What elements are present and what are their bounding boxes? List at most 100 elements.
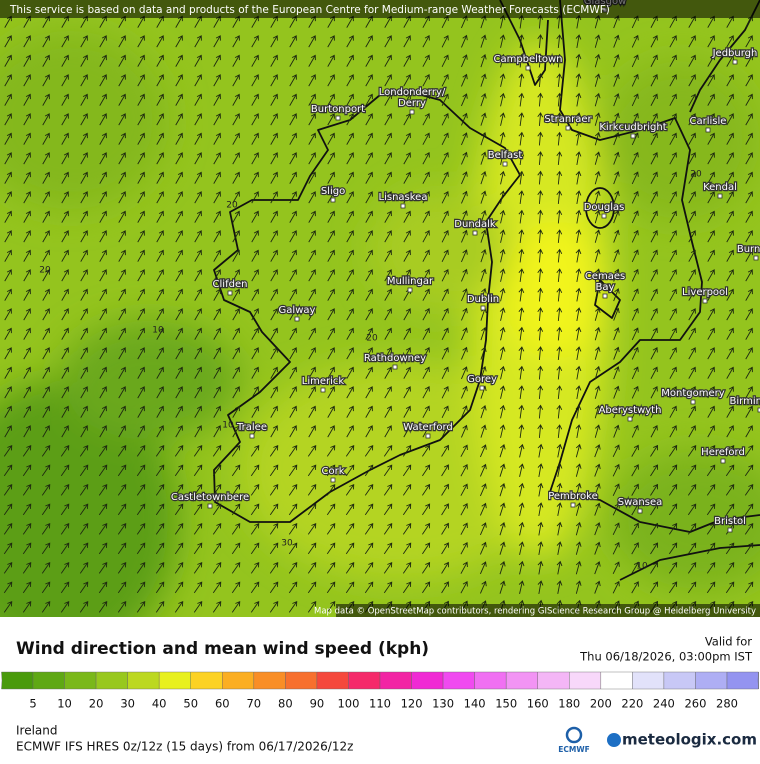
colorbar-tick-label: 260 xyxy=(684,697,706,711)
place-label: Dundalk xyxy=(454,219,496,230)
model-info: ECMWF IFS HRES 0z/12z (15 days) from 06/… xyxy=(16,740,353,754)
place-label: Jedburgh xyxy=(712,48,758,59)
colorbar-tick-label: 130 xyxy=(432,697,454,711)
place-marker xyxy=(691,400,695,404)
colorbar-segment xyxy=(380,672,412,689)
place-label: Stranraer xyxy=(544,114,592,125)
place-label: Gorey xyxy=(467,374,497,385)
place-label: Tralee xyxy=(236,422,267,433)
place-marker xyxy=(228,291,232,295)
colorbar-segment xyxy=(285,672,317,689)
place-label: Montgomery xyxy=(661,388,724,399)
place-marker xyxy=(426,434,430,438)
colorbar-segment xyxy=(128,672,160,689)
colorbar-tick-label: 90 xyxy=(310,697,325,711)
place-marker xyxy=(473,231,477,235)
place-marker xyxy=(480,386,484,390)
contour-label: 30 xyxy=(281,539,293,549)
place-label: Burnley xyxy=(737,244,760,255)
place-label: Kendal xyxy=(703,182,737,193)
place-label: Swansea xyxy=(618,497,662,508)
colorbar-tick-label: 30 xyxy=(120,697,135,711)
place-label: Dublin xyxy=(467,294,499,305)
colorbar-segment xyxy=(632,672,664,689)
place-marker xyxy=(566,126,570,130)
place-marker xyxy=(754,256,758,260)
colorbar-segment xyxy=(33,672,65,689)
contour-label: 20 xyxy=(39,266,51,276)
place-label: Campbeltown xyxy=(493,54,562,65)
place-marker xyxy=(481,306,485,310)
place-label: Sligo xyxy=(321,186,345,197)
colorbar-segment xyxy=(664,672,696,689)
place-label: Cemaes xyxy=(585,271,625,282)
place-label: Kirkcudbright xyxy=(599,122,666,133)
place-label: Belfast xyxy=(488,150,523,161)
place-label: Aberystwyth xyxy=(599,405,662,416)
colorbar-tick-label: 50 xyxy=(183,697,198,711)
colorbar-tick-label: 110 xyxy=(369,697,391,711)
colorbar-tick-label: 40 xyxy=(152,697,167,711)
colorbar-tick-label: 70 xyxy=(246,697,261,711)
place-label: Mullingar xyxy=(387,276,434,287)
place-label: Derry xyxy=(398,98,426,109)
colorbar-segment xyxy=(506,672,538,689)
place-label: Galway xyxy=(279,305,316,316)
colorbar-tick-label: 80 xyxy=(278,697,293,711)
colorbar-tick-label: 220 xyxy=(621,697,643,711)
place-marker xyxy=(628,417,632,421)
ecmwf-logo-mark xyxy=(567,728,581,742)
place-marker xyxy=(718,194,722,198)
colorbar-tick-label: 60 xyxy=(215,697,230,711)
contour-label: 10 xyxy=(152,326,164,336)
ecmwf-logo: ECMWF xyxy=(558,728,590,754)
colorbar-segment xyxy=(443,672,475,689)
colorbar-segment xyxy=(348,672,380,689)
contour-label: 20 xyxy=(366,334,378,344)
place-label: Bristol xyxy=(714,516,746,527)
contour-label: 20 xyxy=(226,201,238,211)
colorbar-segment xyxy=(1,672,33,689)
place-label: Liverpool xyxy=(682,287,728,298)
place-label: Carlisle xyxy=(690,116,727,127)
contour-label: 20 xyxy=(690,170,702,180)
place-marker xyxy=(208,504,212,508)
colorbar-tick-label: 10 xyxy=(57,697,72,711)
colorbar-tick-label: 150 xyxy=(495,697,517,711)
place-marker xyxy=(571,503,575,507)
place-label: Lisnaskea xyxy=(379,192,428,203)
place-marker xyxy=(603,294,607,298)
colorbar-tick-label: 120 xyxy=(401,697,423,711)
colorbar-tick-label: 20 xyxy=(89,697,104,711)
place-label: Limerick xyxy=(302,376,345,387)
place-marker xyxy=(331,198,335,202)
place-marker xyxy=(331,478,335,482)
colorbar-tick-label: 240 xyxy=(653,697,675,711)
colorbar-segment xyxy=(254,672,286,689)
ecmwf-logo-text: ECMWF xyxy=(558,745,590,754)
colorbar-tick-label: 160 xyxy=(527,697,549,711)
colorbar-segment xyxy=(601,672,633,689)
colorbar-tick-label: 140 xyxy=(464,697,486,711)
colorbar-tick-label: 100 xyxy=(337,697,359,711)
place-marker xyxy=(410,110,414,114)
contour-label: 10 xyxy=(222,421,234,431)
valid-label: Valid for xyxy=(705,635,752,649)
place-marker xyxy=(526,66,530,70)
contour-label: 10 xyxy=(636,562,648,572)
colorbar-segment xyxy=(475,672,507,689)
colorbar-segment xyxy=(222,672,254,689)
place-marker xyxy=(602,214,606,218)
place-marker xyxy=(733,60,737,64)
place-marker xyxy=(721,459,725,463)
colorbar-segment xyxy=(317,672,349,689)
banner: This service is based on data and produc… xyxy=(9,4,610,16)
colorbar-tick-label: 180 xyxy=(558,697,580,711)
place-marker xyxy=(393,365,397,369)
place-marker xyxy=(728,528,732,532)
colorbar-tick-label: 200 xyxy=(590,697,612,711)
place-label: Bay xyxy=(596,282,615,293)
colorbar-segment xyxy=(727,672,759,689)
